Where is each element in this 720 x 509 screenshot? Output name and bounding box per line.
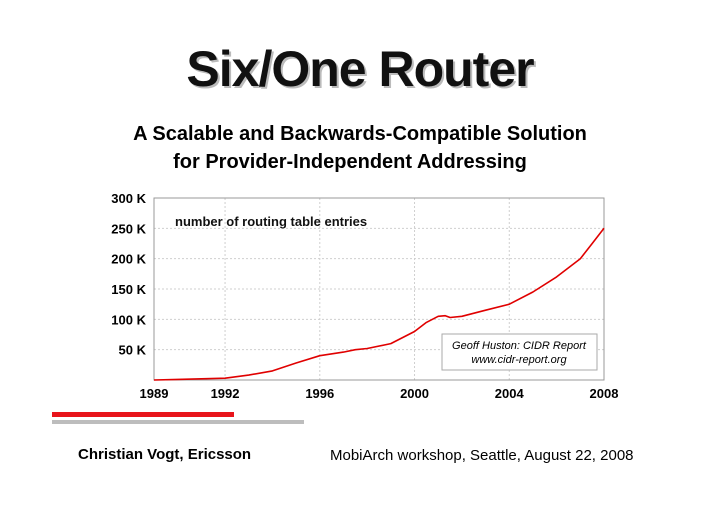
subtitle-line-2: for Provider-Independent Addressing bbox=[173, 151, 527, 173]
chart-title: number of routing table entries bbox=[175, 214, 367, 229]
slide-subtitle: A Scalable and Backwards-Compatible Solu… bbox=[0, 120, 720, 176]
series-line bbox=[153, 227, 605, 381]
x-tick-label: 1989 bbox=[140, 386, 169, 401]
series-layer bbox=[153, 227, 605, 381]
y-axis: 50 K 100 K 150 K 200 K 250 K 300 K bbox=[111, 191, 146, 358]
x-tick-label: 1992 bbox=[211, 386, 240, 401]
x-tick-label: 2008 bbox=[590, 386, 619, 401]
annotation-line-1: Geoff Huston: CIDR Report bbox=[452, 340, 587, 352]
annotation-line-2: www.cidr-report.org bbox=[471, 354, 567, 366]
plot-frame bbox=[153, 197, 605, 381]
author-name: Christian Vogt, Ericsson bbox=[78, 446, 252, 463]
y-tick-label: 100 K bbox=[111, 312, 146, 327]
x-tick-label: 2004 bbox=[495, 386, 525, 401]
accent-rule-gray bbox=[52, 420, 304, 424]
accent-rule-red bbox=[52, 412, 234, 417]
slide-title: Six/One Router bbox=[186, 41, 534, 97]
y-tick-label: 200 K bbox=[111, 252, 146, 267]
source-annotation: Geoff Huston: CIDR Report www.cidr-repor… bbox=[441, 333, 598, 371]
y-tick-label: 300 K bbox=[111, 191, 146, 206]
y-tick-label: 250 K bbox=[111, 221, 146, 236]
subtitle-line-1: A Scalable and Backwards-Compatible Solu… bbox=[133, 123, 587, 145]
x-tick-label: 2000 bbox=[400, 386, 429, 401]
x-axis: 1989 1992 1996 2000 2004 2008 bbox=[140, 386, 619, 401]
annotation-box bbox=[441, 333, 598, 371]
y-tick-label: 50 K bbox=[119, 343, 147, 358]
venue-text: MobiArch workshop, Seattle, August 22, 2… bbox=[330, 447, 634, 464]
x-tick-label: 1996 bbox=[305, 386, 334, 401]
y-tick-label: 150 K bbox=[111, 282, 146, 297]
